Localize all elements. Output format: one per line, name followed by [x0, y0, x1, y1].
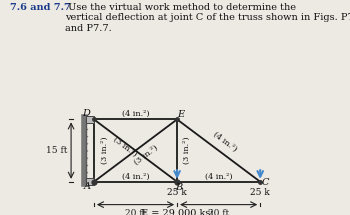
Text: E: E [177, 110, 184, 119]
Text: (4 in.²): (4 in.²) [211, 131, 238, 154]
Text: B: B [176, 183, 183, 192]
Text: 15 ft: 15 ft [46, 146, 68, 155]
FancyBboxPatch shape [86, 178, 94, 185]
Text: C: C [261, 178, 269, 187]
Text: (3 in.²): (3 in.²) [132, 143, 159, 166]
Text: (4 in.²): (4 in.²) [122, 173, 149, 181]
Text: (3 in.²): (3 in.²) [100, 137, 108, 164]
Text: Use the virtual work method to determine the
vertical deflection at joint C of t: Use the virtual work method to determine… [65, 3, 350, 33]
Text: 20 ft: 20 ft [208, 209, 229, 215]
Text: A: A [84, 182, 91, 191]
Text: (3 in.²): (3 in.²) [112, 135, 139, 158]
FancyBboxPatch shape [86, 116, 94, 123]
Text: 20 ft: 20 ft [125, 209, 146, 215]
Text: 7.6 and 7.7: 7.6 and 7.7 [10, 3, 71, 12]
Text: (3 in.²): (3 in.²) [183, 137, 191, 164]
Text: 25 k: 25 k [167, 188, 187, 197]
Text: 25 k: 25 k [250, 188, 270, 197]
Text: (4 in.²): (4 in.²) [205, 173, 232, 181]
Text: D: D [82, 109, 90, 118]
Text: E = 29,000 ksi: E = 29,000 ksi [141, 208, 214, 215]
Text: (4 in.²): (4 in.²) [122, 110, 149, 118]
